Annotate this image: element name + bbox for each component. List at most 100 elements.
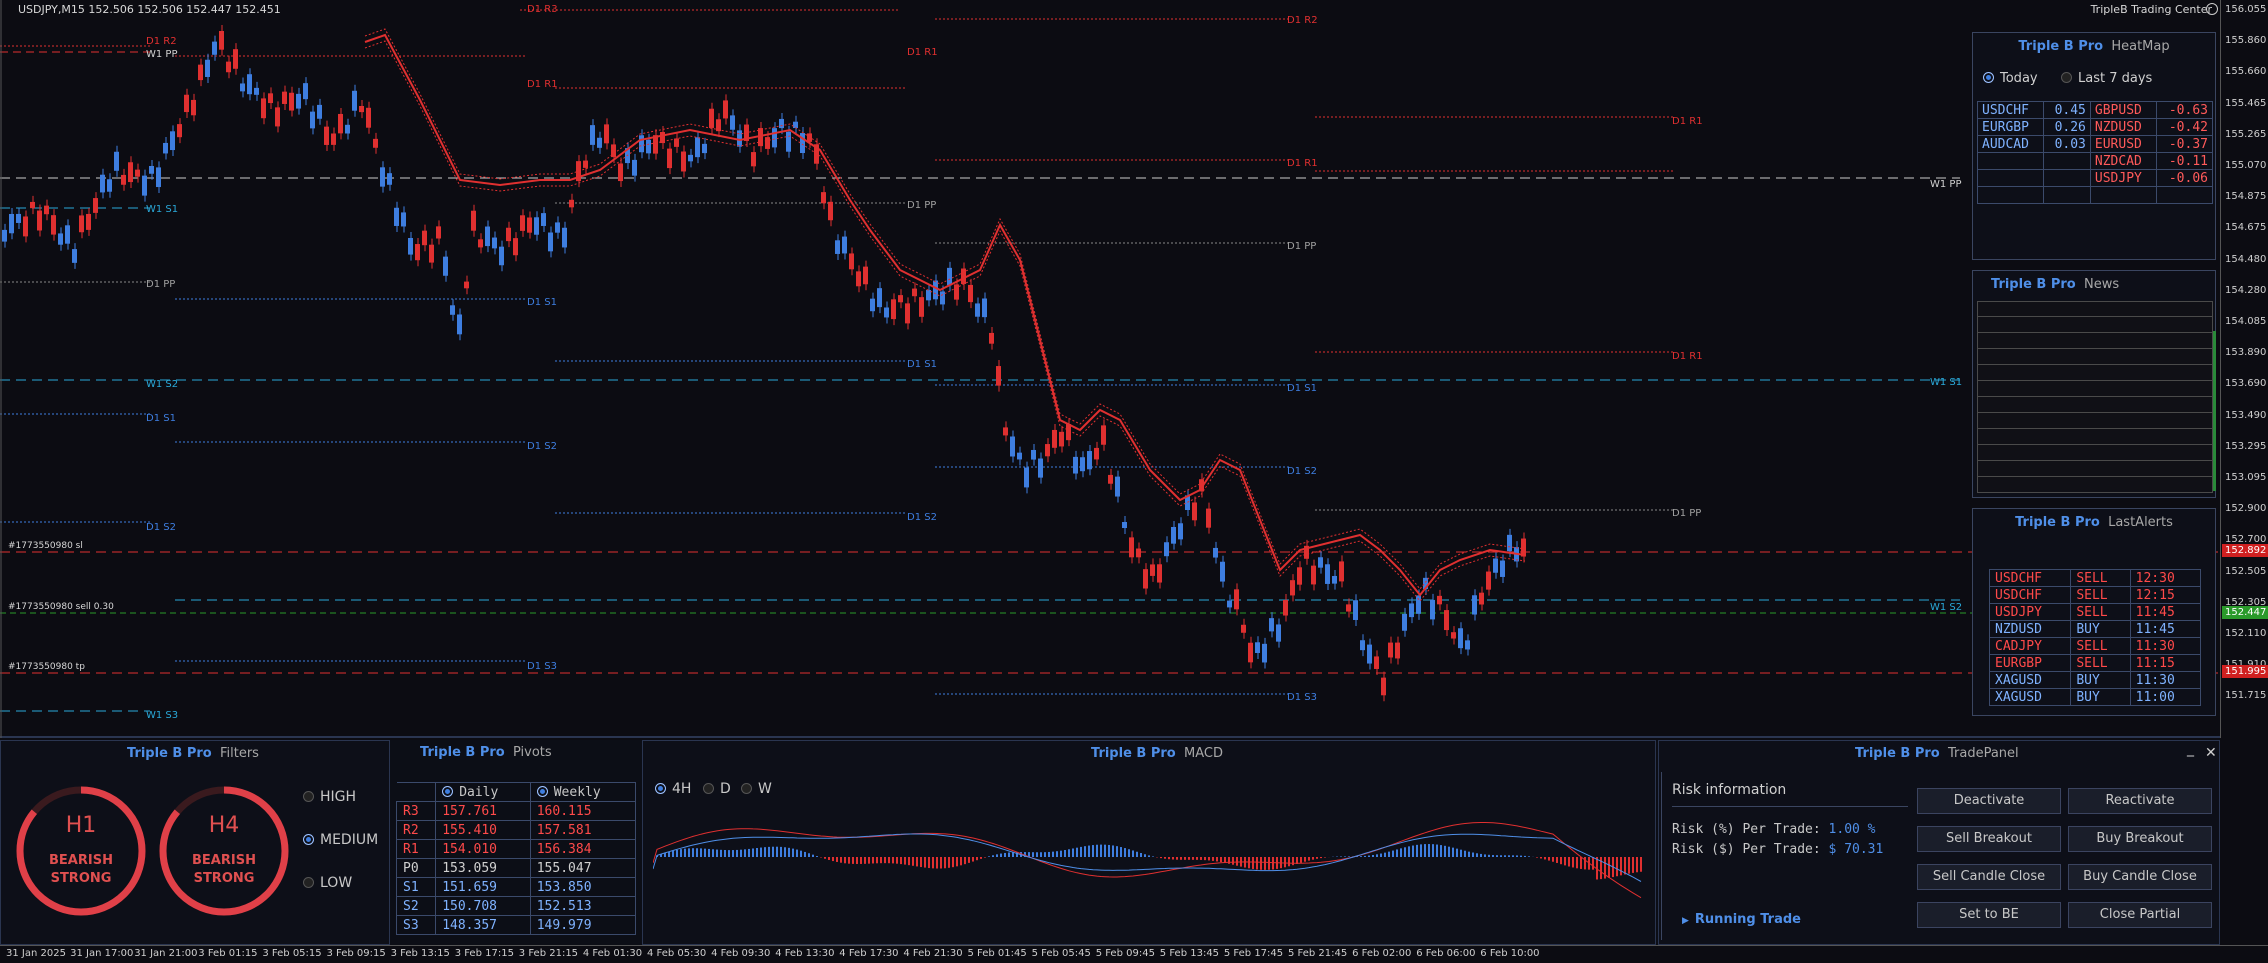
buy-candle-close-button[interactable]: Buy Candle Close [2068,864,2212,890]
candle-body [1241,624,1246,633]
macd-tf-4h[interactable]: 4H [655,781,691,797]
set-to-be-button[interactable]: Set to BE [1917,902,2061,928]
news-row[interactable] [1977,429,2213,445]
candle-body [954,284,959,300]
sell-candle-close-button[interactable]: Sell Candle Close [1917,864,2061,890]
price-tick-label: 155.860 [2225,35,2267,47]
deactivate-button[interactable]: Deactivate [1917,788,2061,814]
alert-row[interactable]: USDCHF SELL 12:15 [1988,586,2202,604]
chart-canvas[interactable] [0,0,2220,738]
running-trade-toggle[interactable]: ▶ Running Trade [1682,912,1801,927]
news-row[interactable] [1977,461,2213,477]
heatmap-option-today[interactable]: Today [1983,71,2038,86]
band-upper-line [364,28,1526,590]
news-row[interactable] [1977,413,2213,429]
alert-side: BUY [2070,671,2131,689]
candle-body [58,233,63,245]
radio-unselected-icon [303,877,314,888]
news-row[interactable] [1977,381,2213,397]
candle-body [100,174,105,193]
buy-breakout-button[interactable]: Buy Breakout [2068,826,2212,852]
alert-side: SELL [2070,654,2131,672]
candle-body [597,137,602,148]
smiley-icon[interactable] [2206,3,2218,15]
alert-row[interactable]: XAGUSD BUY 11:00 [1988,688,2202,706]
price-chart[interactable]: USDJPY,M15 152.506 152.506 152.447 152.4… [0,0,2268,738]
alert-row[interactable]: USDJPY SELL 11:45 [1988,603,2202,621]
macd-tf-d[interactable]: D [703,781,731,797]
candle-body [464,281,469,289]
pivot-name: S1 [395,877,437,897]
minimize-button[interactable]: _ [2187,741,2194,757]
impact-high-option[interactable]: HIGH [303,789,356,805]
candle-body [968,284,973,303]
close-button[interactable]: ✕ [2205,745,2217,761]
candle-body [170,131,175,151]
trade-sl-label: #1773550980 sl [8,541,83,551]
candle-body [1353,600,1358,620]
candle-body [86,213,91,230]
macd-tf-w[interactable]: W [741,781,772,797]
level-label-d1-r2: D1 R2 [1287,15,1318,26]
candle-body [702,143,707,154]
news-row[interactable] [1977,349,2213,365]
candle-body [485,226,490,247]
candle-body [933,280,938,300]
close-partial-button[interactable]: Close Partial [2068,902,2212,928]
heatmap-row: USDCHF 0.45 GBPUSD -0.63 [1977,101,2214,119]
candle-body [352,90,357,111]
candle-body [870,298,875,312]
reactivate-button[interactable]: Reactivate [2068,788,2212,814]
pivots-table: Daily Weekly R3 157.761 160.115 R2 155.410 15… [395,782,637,935]
news-row[interactable] [1977,333,2213,349]
news-row[interactable] [1977,477,2213,493]
alert-row[interactable]: EURGBP SELL 11:15 [1988,654,2202,672]
price-tick-label: 154.085 [2225,316,2267,327]
pivots-weekly-tab[interactable]: Weekly [529,782,637,802]
price-tick-label: 156.055 [2225,4,2267,15]
candle-body [443,256,448,276]
time-tick-label: 5 Feb 01:45 [967,948,1027,959]
alert-time: 12:30 [2129,569,2202,587]
time-tick-label: 5 Feb 05:45 [1031,948,1091,959]
candle-body [212,41,217,55]
alert-row[interactable]: CADJPY SELL 11:30 [1988,637,2202,655]
candle-body [72,249,77,263]
macd-title: MACD [1183,746,1223,761]
candle-body [1374,656,1379,669]
candle-body [807,133,812,142]
time-tick-label: 4 Feb 01:30 [582,948,643,959]
candle-body [541,213,546,226]
alert-row[interactable]: XAGUSD BUY 11:30 [1988,671,2202,689]
impact-medium-option[interactable]: MEDIUM [303,832,378,848]
candle-body [1458,628,1463,649]
heatmap-pos-value: 0.26 [2042,118,2091,136]
heatmap-option-week[interactable]: Last 7 days [2061,71,2152,86]
level-label-d1-s1: D1 S1 [907,359,937,370]
sell-breakout-button[interactable]: Sell Breakout [1917,826,2061,852]
news-row[interactable] [1977,365,2213,381]
pivot-name: R2 [395,820,437,840]
time-axis[interactable]: 31 Jan 2025 31 Jan 17:00 31 Jan 21:00 3 Feb… [0,945,2268,963]
price-axis[interactable]: 151.715 151.910 152.110 152.305 152.505 152.7… [2220,0,2268,738]
news-row[interactable] [1977,317,2213,333]
alert-side: BUY [2070,688,2131,706]
news-row[interactable] [1977,301,2213,317]
candle-body [1304,545,1309,559]
news-row[interactable] [1977,397,2213,413]
gauge-h4-strength: STRONG [193,871,255,886]
gauge-ring-icon [16,786,146,916]
candle-body [191,99,196,116]
news-scrollbar[interactable] [2213,331,2216,491]
alert-time: 11:15 [2129,654,2202,672]
heatmap-row: NZDCAD -0.11 [1977,152,2214,170]
news-row[interactable] [1977,445,2213,461]
alert-row[interactable]: USDCHF SELL 12:30 [1988,569,2202,587]
pivots-daily-tab[interactable]: Daily [435,782,531,802]
level-label-d1-s1: D1 S1 [527,297,557,308]
risk-usd-value: $ 70.31 [1828,842,1884,857]
impact-low-option[interactable]: LOW [303,875,352,891]
alert-row[interactable]: NZDUSD BUY 11:45 [1988,620,2202,638]
candle-body [261,98,266,119]
candle-body [1157,564,1162,583]
